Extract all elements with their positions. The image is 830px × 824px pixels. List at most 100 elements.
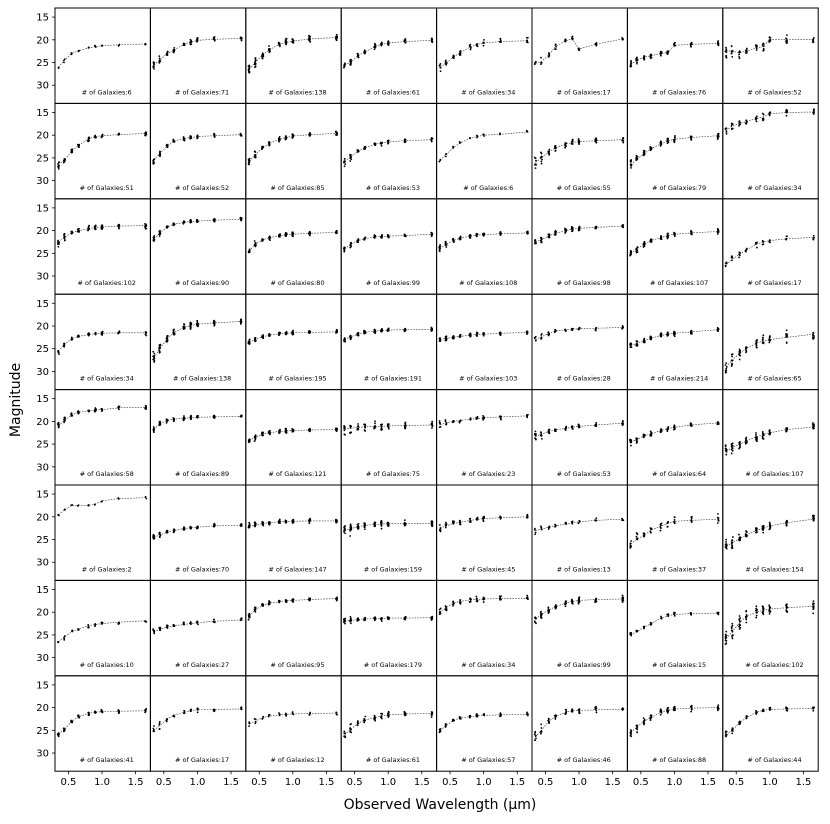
panel: # of Galaxies:80 (245, 198, 342, 295)
data-point (717, 42, 720, 45)
data-point (357, 425, 360, 427)
data-point (308, 131, 311, 134)
data-point (357, 333, 360, 336)
data-point (344, 163, 347, 166)
data-point (548, 148, 551, 151)
data-point (459, 54, 461, 57)
data-point (636, 246, 639, 248)
data-point (445, 63, 448, 66)
data-point (553, 330, 556, 333)
galaxy-count-label: # of Galaxies:34 (461, 88, 515, 96)
data-point (745, 120, 748, 122)
data-point (94, 503, 96, 506)
data-point (152, 426, 155, 428)
data-point (469, 418, 472, 421)
data-point (469, 600, 472, 603)
data-point (725, 54, 728, 57)
data-point (526, 597, 529, 600)
data-point (745, 50, 748, 53)
data-point (159, 155, 161, 158)
data-point (57, 239, 59, 242)
data-point (667, 141, 670, 144)
data-point (541, 438, 543, 440)
data-point (380, 617, 383, 620)
data-point (564, 143, 567, 145)
data-point (666, 139, 669, 142)
data-point (469, 335, 472, 337)
data-point (571, 328, 574, 330)
data-point (649, 149, 652, 152)
data-point (145, 497, 148, 500)
panel: # of Galaxies:13 (531, 484, 628, 581)
data-point (547, 606, 550, 609)
data-point (717, 512, 719, 515)
data-point (755, 47, 758, 50)
data-point (785, 430, 787, 433)
panel: # of Galaxies:108 (436, 198, 533, 295)
data-point (248, 64, 251, 67)
data-point (716, 227, 719, 230)
data-point (499, 37, 502, 40)
data-point (63, 344, 66, 347)
data-point (343, 165, 346, 168)
data-point (93, 227, 96, 230)
data-point (196, 137, 199, 140)
data-point (459, 333, 462, 336)
data-point (738, 53, 740, 56)
galaxy-count-label: # of Galaxies:138 (268, 88, 326, 96)
data-point (439, 244, 442, 246)
data-point (458, 140, 461, 143)
data-point (93, 409, 96, 412)
data-point (343, 249, 346, 252)
data-point (768, 41, 771, 43)
data-point (285, 332, 288, 334)
data-point (100, 225, 103, 228)
data-point (769, 432, 771, 435)
data-point (387, 524, 390, 527)
data-point (100, 500, 103, 503)
data-point (158, 531, 161, 534)
data-point (731, 446, 733, 449)
data-point (213, 324, 216, 327)
data-point (577, 522, 580, 525)
data-point (439, 530, 442, 533)
data-point (674, 134, 676, 137)
data-point (643, 153, 646, 156)
galaxy-count-label: # of Galaxies:89 (175, 470, 229, 478)
data-point (690, 231, 693, 234)
data-point (724, 264, 727, 267)
data-point (71, 629, 74, 632)
data-point (738, 57, 741, 60)
data-point (482, 232, 485, 235)
data-point (642, 626, 645, 629)
data-point (724, 545, 727, 548)
galaxy-count-label: # of Galaxies:10 (80, 661, 134, 669)
data-point (716, 422, 719, 425)
data-point (58, 241, 60, 244)
data-point (100, 408, 103, 410)
data-point (152, 61, 155, 64)
data-point (444, 339, 447, 342)
data-point (730, 255, 733, 258)
data-point (212, 218, 215, 221)
data-point (725, 362, 728, 365)
data-point (650, 238, 653, 241)
data-point (309, 231, 311, 234)
data-point (548, 54, 551, 57)
data-point (755, 241, 757, 244)
data-point (379, 423, 382, 426)
data-point (386, 423, 389, 426)
data-point (57, 163, 59, 165)
data-point (145, 227, 148, 230)
data-point (158, 55, 161, 58)
data-point (357, 527, 360, 530)
data-point (564, 40, 567, 43)
data-point (100, 621, 103, 624)
data-point (812, 519, 815, 522)
data-point (334, 520, 337, 522)
data-point (812, 517, 815, 520)
data-point (159, 629, 162, 632)
data-point (499, 132, 501, 135)
data-point (349, 160, 352, 162)
data-point (476, 599, 479, 602)
